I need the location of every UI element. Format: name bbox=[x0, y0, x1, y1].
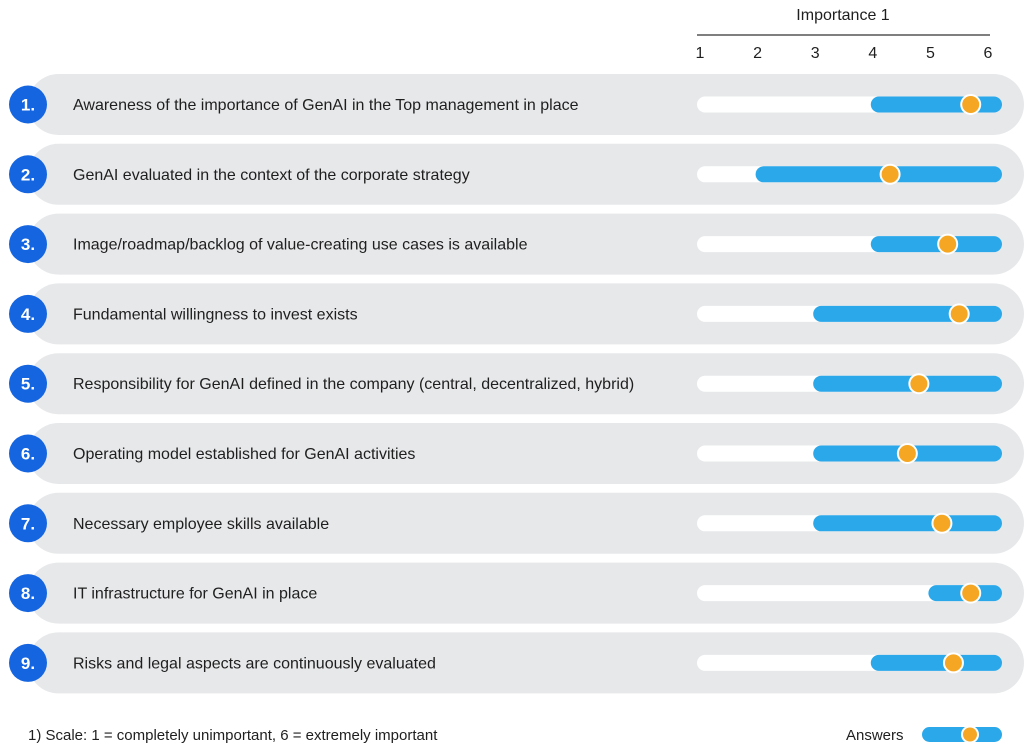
range-bar bbox=[813, 515, 1002, 532]
row-track bbox=[697, 585, 1002, 602]
row: 5. Responsibility for GenAI defined in th… bbox=[9, 353, 1024, 415]
answer-dot bbox=[960, 582, 982, 604]
answer-dot bbox=[942, 652, 964, 674]
tick-label: 3 bbox=[811, 45, 820, 62]
tick-label: 6 bbox=[984, 45, 993, 62]
row-label: Necessary employee skills available bbox=[73, 516, 329, 533]
row-number: 9. bbox=[21, 654, 35, 673]
footnote: 1) Scale: 1 = completely unimportant, 6 … bbox=[28, 727, 438, 744]
row: 1. Awareness of the importance of GenAI i… bbox=[9, 74, 1024, 135]
row-background bbox=[28, 423, 1024, 484]
row-label: IT infrastructure for GenAI in place bbox=[73, 586, 317, 603]
row-number: 6. bbox=[21, 445, 35, 464]
tick-label: 5 bbox=[926, 45, 935, 62]
row-number-badge bbox=[9, 294, 47, 333]
row-number: 8. bbox=[21, 584, 35, 603]
row-label: Awareness of the importance of GenAI in … bbox=[73, 97, 579, 114]
answer-dot bbox=[908, 373, 930, 395]
row-number: 5. bbox=[21, 375, 35, 394]
row-background bbox=[28, 283, 1024, 345]
legend-dot bbox=[961, 725, 979, 744]
row-label: Operating model established for GenAI ac… bbox=[73, 446, 415, 463]
row: 4. Fundamental willingness to invest exis… bbox=[9, 283, 1024, 345]
answer-dot bbox=[931, 512, 953, 534]
row-number: 4. bbox=[21, 305, 35, 324]
range-bar bbox=[870, 654, 1002, 671]
range-bar bbox=[870, 96, 1002, 113]
row-background bbox=[28, 213, 1024, 275]
row-number-badge bbox=[9, 574, 47, 613]
answer-dot bbox=[896, 443, 918, 464]
row-number-badge bbox=[9, 643, 47, 682]
range-bar bbox=[870, 236, 1002, 253]
row-number-badge bbox=[9, 434, 47, 473]
row: 7. Necessary employee skills available bbox=[9, 492, 1024, 554]
row-background bbox=[28, 492, 1024, 554]
row-label: Image/roadmap/backlog of value-creating … bbox=[73, 237, 528, 254]
answer-dot bbox=[960, 94, 982, 115]
axis-ticks: 1 2 3 4 5 6 bbox=[696, 45, 993, 62]
row-label: Fundamental willingness to invest exists bbox=[73, 306, 358, 323]
legend-label: Answers bbox=[846, 727, 904, 744]
row-label: Risks and legal aspects are continuously… bbox=[73, 655, 436, 672]
row-number-badge bbox=[9, 504, 47, 543]
row-label: GenAI evaluated in the context of the co… bbox=[73, 167, 470, 184]
row-number: 2. bbox=[21, 165, 35, 184]
row-number-badge bbox=[9, 364, 47, 403]
row-number: 7. bbox=[21, 514, 35, 533]
row-number-badge bbox=[9, 85, 47, 124]
range-bar bbox=[755, 166, 1002, 183]
row: 6. Operating model established for GenAI … bbox=[9, 423, 1024, 484]
row: 3. Image/roadmap/backlog of value-creatin… bbox=[9, 213, 1024, 275]
tick-label: 2 bbox=[753, 45, 762, 62]
row-background bbox=[28, 353, 1024, 415]
answer-dot bbox=[937, 233, 959, 255]
axis-title: Importance 1 bbox=[796, 7, 889, 24]
answer-dot bbox=[879, 163, 901, 185]
row: 2. GenAI evaluated in the context of the … bbox=[9, 143, 1024, 205]
tick-label: 4 bbox=[868, 45, 877, 62]
row-background bbox=[28, 632, 1024, 694]
range-bar bbox=[813, 375, 1002, 392]
row-background bbox=[28, 143, 1024, 205]
row-number: 1. bbox=[21, 96, 35, 115]
row: 9. Risks and legal aspects are continuous… bbox=[9, 632, 1024, 694]
rows: 1. Awareness of the importance of GenAI i… bbox=[9, 74, 1024, 694]
row-number: 3. bbox=[21, 235, 35, 254]
tick-label: 1 bbox=[696, 45, 705, 62]
row-background bbox=[28, 74, 1024, 135]
row-number-badge bbox=[9, 155, 47, 194]
row-label: Responsibility for GenAI defined in the … bbox=[73, 376, 634, 393]
range-bar bbox=[813, 305, 1002, 322]
row-number-badge bbox=[9, 225, 47, 264]
row-background bbox=[28, 562, 1024, 624]
legend bbox=[922, 725, 1002, 744]
answer-dot bbox=[948, 303, 970, 325]
row: 8. IT infrastructure for GenAI in place bbox=[9, 562, 1024, 624]
